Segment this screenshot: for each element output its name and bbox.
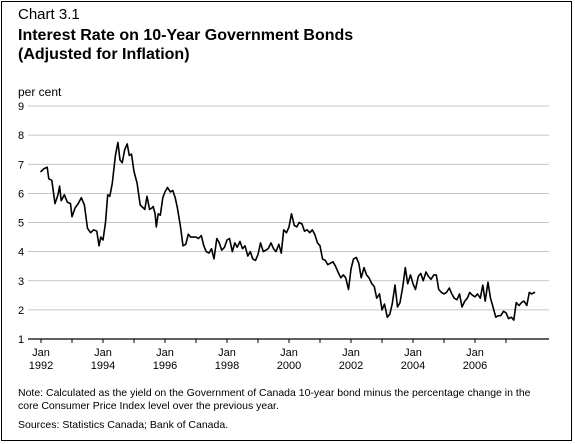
chart-title-line-1: Interest Rate on 10-Year Government Bond… <box>18 27 354 44</box>
series-line-0 <box>40 141 536 321</box>
chart-title: Interest Rate on 10-Year Government Bond… <box>18 26 538 64</box>
chart-sources: Sources: Statistics Canada; Bank of Cana… <box>18 419 229 431</box>
y-tick-label-4: 4 <box>18 247 24 259</box>
y-tick-label-1: 1 <box>18 334 24 346</box>
y-axis-unit-label: per cent <box>18 85 62 99</box>
x-axis: Jan1992Jan1994Jan1996Jan1998Jan2000Jan20… <box>28 338 549 372</box>
series-group <box>40 141 536 321</box>
chart-number: Chart 3.1 <box>18 6 80 23</box>
x-tick-label-month-1998: Jan <box>218 347 236 359</box>
y-axis-ticks: 1 2 3 4 5 6 7 8 9 <box>18 101 24 346</box>
x-tick-label-year-1994: 1994 <box>91 360 115 372</box>
x-tick-label-year-2004: 2004 <box>401 360 425 372</box>
y-tick-label-2: 2 <box>18 305 24 317</box>
y-tick-label-7: 7 <box>18 159 24 171</box>
y-tick-label-3: 3 <box>18 276 24 288</box>
y-tick-label-5: 5 <box>18 218 24 230</box>
x-tick-label-year-2002: 2002 <box>339 360 363 372</box>
x-tick-label-month-1992: Jan <box>32 347 50 359</box>
x-tick-label-month-2002: Jan <box>342 347 360 359</box>
y-tick-label-8: 8 <box>18 130 24 142</box>
x-tick-label-year-2006: 2006 <box>463 360 487 372</box>
x-tick-label-year-1992: 1992 <box>29 360 53 372</box>
y-tick-label-9: 9 <box>18 101 24 113</box>
x-tick-label-month-2000: Jan <box>280 347 298 359</box>
x-tick-label-month-1996: Jan <box>156 347 174 359</box>
chart-note: Note: Calculated as the yield on the Gov… <box>18 387 531 412</box>
x-tick-label-year-2000: 2000 <box>277 360 301 372</box>
y-tick-label-6: 6 <box>18 188 24 200</box>
x-tick-label-year-1996: 1996 <box>153 360 177 372</box>
x-tick-label-month-1994: Jan <box>94 347 112 359</box>
chart-title-line-2: (Adjusted for Inflation) <box>18 46 190 63</box>
x-tick-label-month-2004: Jan <box>404 347 422 359</box>
x-tick-label-year-1998: 1998 <box>215 360 239 372</box>
x-tick-label-month-2006: Jan <box>466 347 484 359</box>
